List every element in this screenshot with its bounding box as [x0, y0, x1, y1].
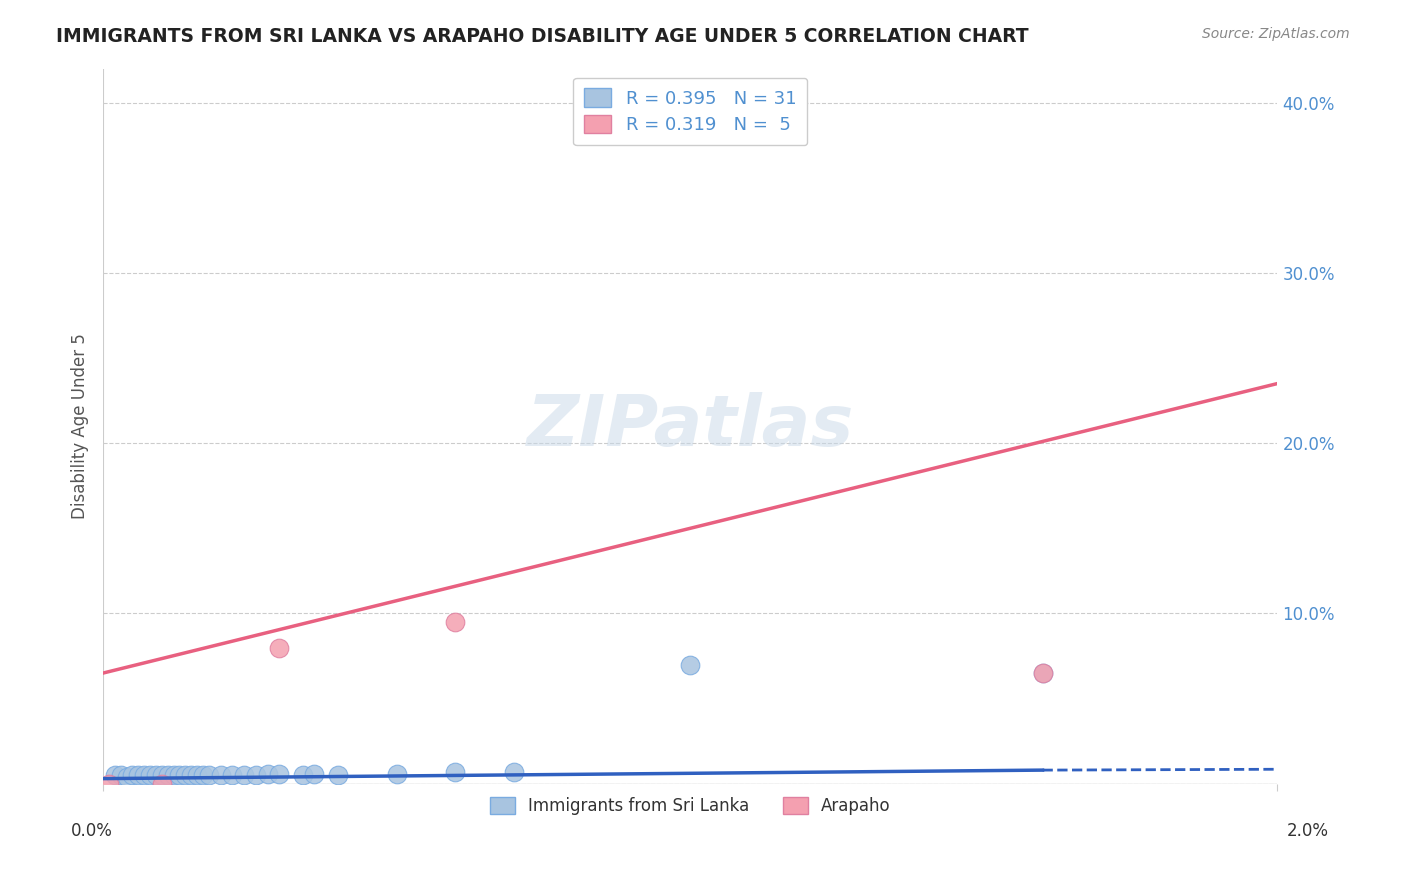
Point	[115, 770, 138, 784]
Point	[150, 777, 173, 791]
Point	[326, 768, 349, 782]
Legend: Immigrants from Sri Lanka, Arapaho: Immigrants from Sri Lanka, Arapaho	[479, 788, 901, 825]
Point	[174, 768, 197, 782]
Point	[127, 768, 149, 782]
Point	[191, 768, 214, 782]
Point	[304, 766, 326, 780]
Y-axis label: Disability Age Under 5: Disability Age Under 5	[72, 334, 89, 519]
Point	[139, 768, 162, 782]
Point	[1031, 666, 1053, 681]
Point	[385, 766, 408, 780]
Point	[444, 615, 467, 629]
Point	[186, 768, 208, 782]
Text: 2.0%: 2.0%	[1286, 822, 1329, 840]
Point	[291, 768, 314, 782]
Point	[209, 768, 232, 782]
Point	[121, 768, 143, 782]
Point	[180, 768, 202, 782]
Point	[198, 768, 221, 782]
Point	[256, 766, 278, 780]
Point	[444, 764, 467, 779]
Point	[104, 768, 127, 782]
Point	[145, 768, 167, 782]
Point	[1031, 666, 1053, 681]
Point	[150, 768, 173, 782]
Point	[503, 764, 526, 779]
Text: ZIPatlas: ZIPatlas	[527, 392, 853, 460]
Point	[233, 768, 256, 782]
Point	[162, 768, 184, 782]
Text: IMMIGRANTS FROM SRI LANKA VS ARAPAHO DISABILITY AGE UNDER 5 CORRELATION CHART: IMMIGRANTS FROM SRI LANKA VS ARAPAHO DIS…	[56, 27, 1029, 45]
Point	[679, 657, 702, 672]
Point	[269, 640, 291, 655]
Point	[221, 768, 243, 782]
Point	[245, 768, 267, 782]
Text: Source: ZipAtlas.com: Source: ZipAtlas.com	[1202, 27, 1350, 41]
Point	[156, 768, 179, 782]
Point	[110, 768, 132, 782]
Point	[98, 777, 121, 791]
Text: 0.0%: 0.0%	[70, 822, 112, 840]
Point	[134, 768, 156, 782]
Point	[169, 768, 191, 782]
Point	[269, 766, 291, 780]
